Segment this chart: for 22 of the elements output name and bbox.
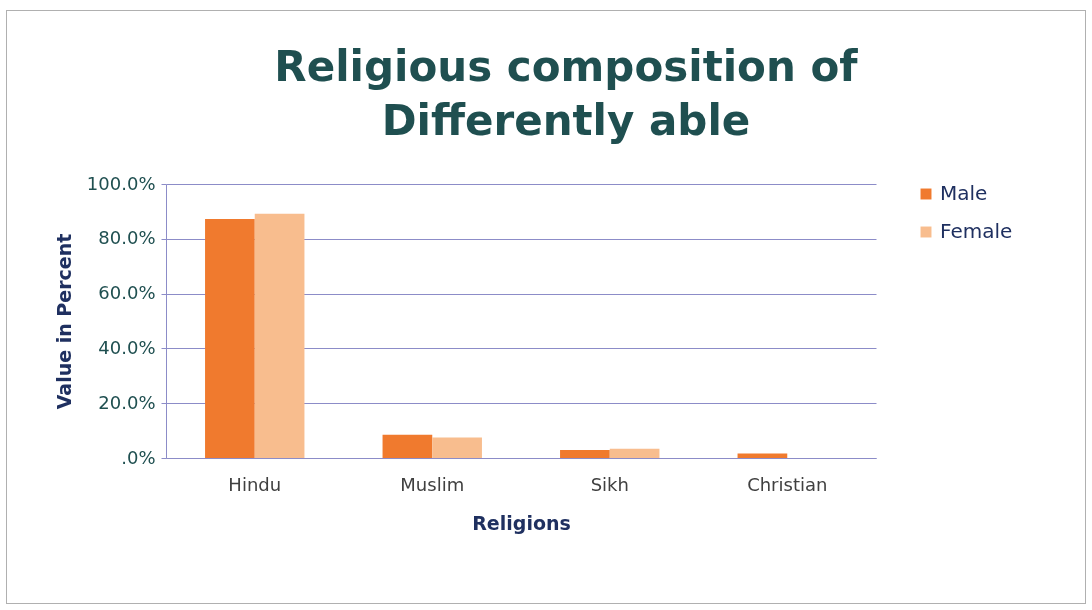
chart-title: Religious composition of Differently able	[273, 41, 859, 147]
bar	[382, 434, 433, 458]
y-tick-label: .0%	[121, 446, 156, 468]
x-axis-title: Religions	[472, 511, 571, 534]
y-axis-title: Value in Percent	[52, 233, 75, 410]
x-tick-label: Muslim	[400, 473, 465, 495]
y-tick-label: 60.0%	[98, 282, 156, 304]
y-tick-label: 40.0%	[98, 336, 156, 358]
x-tick-label: Hindu	[228, 473, 282, 495]
bar	[254, 213, 305, 458]
y-tick-label: 100.0%	[86, 172, 156, 194]
legend-label: Male	[940, 181, 988, 205]
bar	[560, 450, 610, 458]
y-tick-label: 20.0%	[98, 391, 156, 413]
bar	[205, 219, 255, 458]
bar	[432, 437, 482, 458]
x-tick-label: Christian	[747, 473, 828, 495]
y-tick-label: 80.0%	[98, 227, 156, 249]
bar	[737, 453, 788, 458]
bar	[609, 448, 660, 458]
legend-label: Female	[940, 219, 1013, 243]
x-tick-label: Sikh	[590, 473, 629, 495]
